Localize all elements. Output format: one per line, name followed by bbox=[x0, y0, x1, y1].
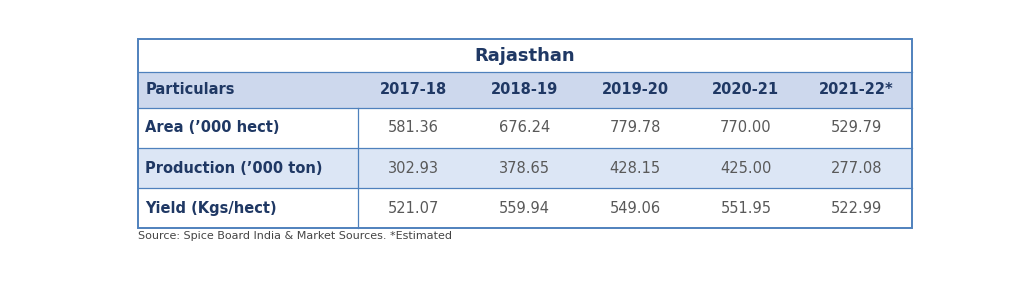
Text: Area (’000 hect): Area (’000 hect) bbox=[145, 120, 280, 135]
FancyBboxPatch shape bbox=[137, 108, 912, 148]
Text: Yield (Kgs/hect): Yield (Kgs/hect) bbox=[145, 201, 276, 215]
FancyBboxPatch shape bbox=[137, 188, 912, 228]
Text: Particulars: Particulars bbox=[145, 82, 234, 97]
Text: 521.07: 521.07 bbox=[388, 201, 439, 215]
Text: 779.78: 779.78 bbox=[609, 120, 660, 135]
Text: 428.15: 428.15 bbox=[609, 160, 660, 175]
Text: 551.95: 551.95 bbox=[721, 201, 771, 215]
Text: Rajasthan: Rajasthan bbox=[474, 47, 575, 65]
Text: 522.99: 522.99 bbox=[831, 201, 883, 215]
Text: 559.94: 559.94 bbox=[499, 201, 550, 215]
FancyBboxPatch shape bbox=[137, 72, 912, 108]
Text: 676.24: 676.24 bbox=[499, 120, 550, 135]
Text: 425.00: 425.00 bbox=[720, 160, 772, 175]
Text: 2017-18: 2017-18 bbox=[380, 82, 447, 97]
Text: 2018-19: 2018-19 bbox=[490, 82, 558, 97]
Text: Production (’000 ton): Production (’000 ton) bbox=[145, 160, 323, 175]
Text: 302.93: 302.93 bbox=[388, 160, 439, 175]
Text: 549.06: 549.06 bbox=[609, 201, 660, 215]
Text: 2021-22*: 2021-22* bbox=[819, 82, 894, 97]
Text: 2019-20: 2019-20 bbox=[602, 82, 669, 97]
FancyBboxPatch shape bbox=[137, 39, 912, 72]
Text: 770.00: 770.00 bbox=[720, 120, 772, 135]
Text: 378.65: 378.65 bbox=[499, 160, 550, 175]
Text: 529.79: 529.79 bbox=[831, 120, 883, 135]
FancyBboxPatch shape bbox=[137, 148, 912, 188]
Text: 277.08: 277.08 bbox=[830, 160, 883, 175]
Text: Source: Spice Board India & Market Sources. *Estimated: Source: Spice Board India & Market Sourc… bbox=[137, 231, 452, 241]
Text: 2020-21: 2020-21 bbox=[713, 82, 779, 97]
Text: 581.36: 581.36 bbox=[388, 120, 439, 135]
